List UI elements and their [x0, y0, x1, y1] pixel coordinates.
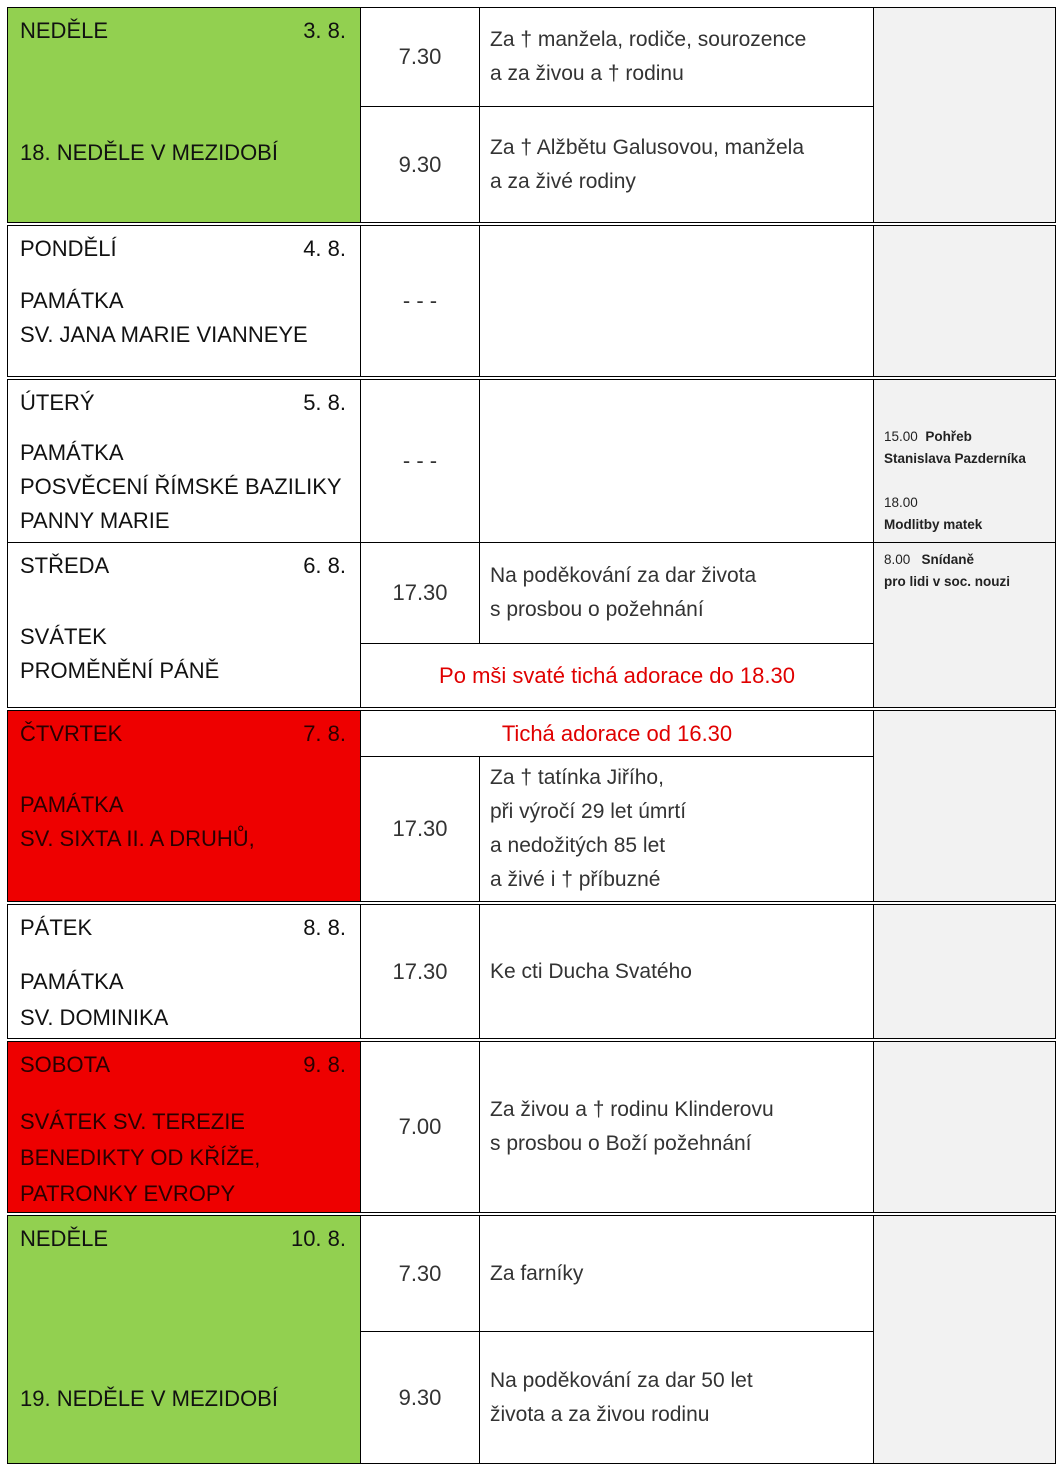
intention-line: Ke cti Ducha Svatého: [490, 960, 692, 983]
day-cell-thursday: ČTVRTEK 7. 8. PAMÁTKA SV. SIXTA II. A DRU…: [7, 710, 361, 902]
note-text: Stanislava Pazderníka: [884, 451, 1026, 466]
mass-time: 7.30: [360, 7, 480, 107]
intention-line: Za živou a † rodinu Klinderovu: [490, 1098, 774, 1121]
day-title: SVÁTEK SV. TEREZIE BENEDIKTY OD KŘÍŽE, PAT…: [20, 1109, 261, 1206]
mass-time: 17.30: [360, 904, 480, 1039]
day-title: 18. NEDĚLE V MEZIDOBÍ: [20, 140, 278, 165]
intention-line: a za živé rodiny: [490, 169, 636, 193]
intention-line: a za živou a † rodinu: [490, 62, 684, 85]
day-date: 9. 8.: [303, 1052, 346, 1077]
day-date: 3. 8.: [303, 18, 346, 43]
intention-line: a nedožitých 85 let: [490, 834, 666, 857]
day-name: ÚTERÝ: [20, 390, 95, 415]
day-name: PONDĚLÍ: [20, 236, 117, 261]
intention-line: a živé i † příbuzné: [490, 868, 661, 891]
day-date: 8. 8.: [303, 915, 346, 940]
intention-line: života a za živou rodinu: [490, 1402, 710, 1426]
day-cell-monday: PONDĚLÍ 4. 8. PAMÁTKA SV. JANA MARIE VIAN…: [7, 225, 361, 377]
note-time: 18.00: [884, 495, 918, 510]
notes-cell: [873, 1041, 1056, 1213]
intention-line: Za † tatínka Jiřího,: [490, 766, 664, 789]
mass-intention: Za † tatínka Jiřího, při výročí 29 let úm…: [479, 756, 874, 902]
day-cell-wednesday: STŘEDA 6. 8. SVÁTEK PROMĚNĚNÍ PÁNĚ: [7, 542, 361, 708]
mass-intention: [479, 379, 874, 543]
notes-cell: [873, 7, 1056, 223]
notes-cell: 8.00 Snídaně pro lidi v soc. nouzi: [873, 542, 1056, 708]
day-name: NEDĚLE: [20, 1226, 109, 1251]
intention-line: s prosbou o Boží požehnání: [490, 1132, 752, 1155]
day-date: 10. 8.: [290, 1226, 346, 1251]
mass-time: 9.30: [360, 1331, 480, 1464]
intention-line: při výročí 29 let úmrtí: [490, 800, 687, 823]
day-title: PAMÁTKA SV. SIXTA II. A DRUHŮ,: [20, 792, 255, 851]
note-time: 15.00: [884, 429, 918, 444]
mass-intention: Za † manžela, rodiče, sourozence a za živ…: [479, 7, 874, 107]
day-name: PÁTEK: [20, 915, 93, 940]
intention-line: Na poděkování za dar 50 let: [490, 1368, 753, 1392]
intention-line: Na poděkování za dar života: [490, 564, 757, 587]
announcement: Po mši svaté tichá adorace do 18.30: [360, 643, 874, 708]
mass-intention: Za farníky: [479, 1215, 874, 1332]
day-title: PAMÁTKA SV. DOMINIKA: [20, 969, 169, 1030]
mass-time: 17.30: [360, 756, 480, 902]
mass-intention: Na poděkování za dar 50 let života a za ž…: [479, 1331, 874, 1464]
mass-intention: Za živou a † rodinu Klinderovu s prosbou …: [479, 1041, 874, 1213]
note-text: Snídaně: [921, 552, 975, 567]
notes-cell: [873, 904, 1056, 1039]
day-name: SOBOTA: [20, 1052, 111, 1077]
note-text: Modlitby matek: [884, 517, 983, 532]
day-title: 19. NEDĚLE V MEZIDOBÍ: [20, 1386, 278, 1411]
day-name: ČTVRTEK: [20, 721, 123, 746]
intention-line: s prosbou o požehnání: [490, 598, 704, 621]
notes-cell: [873, 710, 1056, 902]
mass-intention: Ke cti Ducha Svatého: [479, 904, 874, 1039]
intention-line: Za farníky: [490, 1261, 584, 1285]
day-date: 4. 8.: [303, 236, 346, 261]
mass-intention: Na poděkování za dar života s prosbou o p…: [479, 542, 874, 644]
day-cell-saturday: SOBOTA 9. 8. SVÁTEK SV. TEREZIE BENEDIKTY…: [7, 1041, 361, 1213]
mass-time: - - -: [360, 379, 480, 543]
day-title: PAMÁTKA SV. JANA MARIE VIANNEYE: [20, 288, 308, 347]
day-title: PAMÁTKA POSVĚCENÍ ŘÍMSKÉ BAZILIKY PANNY MA…: [20, 440, 342, 533]
mass-time: - - -: [360, 225, 480, 377]
day-cell-tuesday: ÚTERÝ 5. 8. PAMÁTKA POSVĚCENÍ ŘÍMSKÉ BAZI…: [7, 379, 361, 543]
note-time: 8.00: [884, 552, 911, 567]
announcement: Tichá adorace od 16.30: [360, 710, 874, 757]
day-date: 5. 8.: [303, 390, 346, 415]
note-text: pro lidi v soc. nouzi: [884, 574, 1011, 589]
mass-time: 9.30: [360, 106, 480, 223]
intention-line: Za † Alžbětu Galusovou, manžela: [490, 135, 805, 159]
note-text: Pohřeb: [925, 429, 972, 444]
day-date: 7. 8.: [303, 721, 346, 746]
day-name: NEDĚLE: [20, 18, 109, 43]
notes-cell: 15.00 Pohřeb Stanislava Pazderníka 18.00…: [873, 379, 1056, 543]
mass-time: 7.30: [360, 1215, 480, 1332]
day-cell-friday: PÁTEK 8. 8. PAMÁTKA SV. DOMINIKA: [7, 904, 361, 1039]
day-cell-sunday-3-8: NEDĚLE 3. 8. 18. NEDĚLE V MEZIDOBÍ: [7, 7, 361, 223]
day-date: 6. 8.: [303, 553, 346, 578]
notes-cell: [873, 1215, 1056, 1464]
mass-intention: [479, 225, 874, 377]
day-cell-sunday-10-8: NEDĚLE 10. 8. 19. NEDĚLE V MEZIDOBÍ: [7, 1215, 361, 1464]
mass-time: 17.30: [360, 542, 480, 644]
notes-cell: [873, 225, 1056, 377]
intention-line: Za † manžela, rodiče, sourozence: [490, 28, 807, 51]
day-title: SVÁTEK PROMĚNĚNÍ PÁNĚ: [20, 624, 220, 683]
day-name: STŘEDA: [20, 553, 110, 578]
mass-intention: Za † Alžbětu Galusovou, manžela a za živé…: [479, 106, 874, 223]
mass-time: 7.00: [360, 1041, 480, 1213]
